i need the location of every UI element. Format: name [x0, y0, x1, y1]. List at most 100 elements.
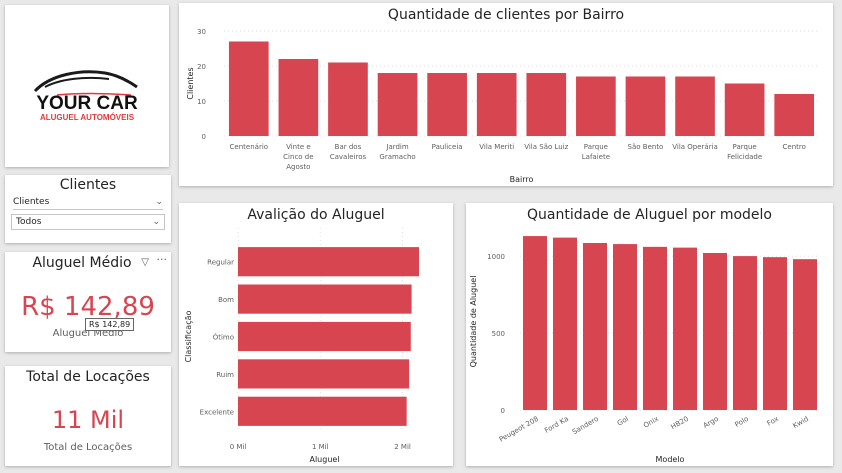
bar — [523, 236, 547, 410]
x-tick-label: Agosto — [286, 163, 310, 171]
x-tick-label: Pauliceia — [432, 143, 463, 151]
chart-title: Avalição do Aluguel — [247, 207, 385, 223]
bar — [724, 83, 765, 136]
x-tick-label: Bar dos — [335, 143, 362, 151]
x-tick-label: Gramacho — [379, 153, 415, 161]
x-tick-label: HB20 — [670, 415, 690, 431]
clientes-por-bairro-plot: 0 10 20 30 Centenário Vinte e Cinco de Agosto Ba… — [186, 28, 819, 184]
bar — [238, 359, 410, 389]
slicer-field-label: Clientes — [13, 197, 50, 207]
x-tick-label: Polo — [733, 415, 750, 429]
bar — [526, 73, 567, 136]
kpi-aluguel-medio-card: Aluguel Médio ▽ ··· R$ 142,89 Aluguel Mé… — [5, 252, 171, 352]
x-tick-label: Centenário — [230, 143, 269, 151]
x-tick-label: Cavaleiros — [330, 153, 367, 161]
x-tick-label: Gol — [616, 415, 630, 428]
x-axis-title: Modelo — [656, 455, 685, 464]
x-tick-label: Fox — [766, 415, 780, 428]
x-tick-label: Ford Ka — [543, 415, 570, 435]
y-tick-label: 0 — [202, 133, 206, 141]
slicer-field-dropdown[interactable]: Clientes ⌄ — [13, 195, 163, 210]
x-tick-label: Parque — [584, 143, 608, 151]
y-tick-label: 10 — [197, 98, 206, 106]
y-tick-label: Excelente — [200, 408, 234, 416]
bar — [427, 73, 467, 136]
x-tick-label: Cinco de — [283, 153, 313, 161]
y-axis-title: Classificação — [184, 310, 193, 362]
chart-title: Quantidade de Aluguel por modelo — [527, 207, 772, 223]
y-tick-label: Ruim — [216, 371, 234, 379]
bar — [793, 259, 817, 410]
y-tick-label: Regular — [207, 259, 234, 267]
bar — [733, 256, 757, 410]
y-tick-label: 1000 — [487, 253, 505, 261]
clientes-por-bairro-chart: Quantidade de clientes por Bairro 0 10 20 3… — [179, 3, 833, 186]
bar — [238, 396, 407, 426]
y-tick-label: Ótimo — [213, 333, 234, 342]
slicer-title: Clientes — [59, 177, 117, 193]
x-tick-label: Argo — [702, 415, 720, 430]
bar — [774, 94, 815, 136]
clientes-slicer: Clientes Clientes ⌄ Todos ⌄ — [5, 175, 171, 243]
x-tick-label: Sandero — [571, 415, 600, 436]
chevron-down-icon[interactable]: ⌄ — [155, 197, 163, 207]
bar — [377, 73, 418, 136]
y-tick-label: Bom — [218, 296, 234, 304]
x-tick-label: Peugeot 208 — [498, 415, 540, 444]
kpi-total-value: 11 Mil — [51, 406, 125, 434]
x-tick-label: Kwid — [792, 415, 810, 430]
slicer-value-dropdown[interactable]: Todos ⌄ — [11, 214, 165, 230]
x-tick-label: Lafaiete — [582, 153, 610, 161]
kpi-avg-label: Aluguel Médio — [52, 328, 124, 339]
chevron-down-icon[interactable]: ⌄ — [152, 217, 160, 227]
filter-icon[interactable]: ▽ — [141, 257, 149, 268]
bar — [643, 246, 667, 410]
x-tick-label: Centro — [783, 143, 806, 151]
x-axis-title: Bairro — [510, 175, 534, 184]
bar — [613, 244, 637, 410]
tooltip: R$ 142,89 — [85, 318, 135, 331]
y-tick-label: 0 — [501, 407, 505, 415]
x-tick-label: Jardim — [385, 143, 408, 151]
bar — [228, 41, 269, 136]
bar — [673, 247, 697, 410]
bar — [238, 284, 412, 314]
x-tick-label: 0 Mil — [230, 443, 247, 451]
aluguel-por-modelo-plot: 0 500 1000 Peugeot 208 Ford Ka Sandero Gol Onix… — [469, 236, 820, 464]
avaliacao-aluguel-plot: 0 Mil 1 Mil 2 Mil Regular Bom Ótimo Ruim Excele… — [184, 228, 419, 464]
x-tick-label: Vila São Luiz — [524, 143, 568, 151]
bar — [703, 253, 727, 410]
x-axis-title: Aluguel — [309, 455, 339, 464]
bar — [675, 76, 715, 136]
bar — [238, 247, 419, 277]
car-logo-icon — [33, 70, 138, 96]
bar — [576, 76, 616, 136]
kpi-avg-value: R$ 142,89 — [21, 292, 155, 322]
bar — [328, 62, 368, 136]
kpi-total-locacoes-card: Total de Locações 11 Mil Total de Locaçõ… — [5, 366, 171, 466]
x-tick-label: Vila Meriti — [479, 143, 514, 151]
kpi-total-label: Total de Locações — [43, 442, 133, 453]
more-options-icon[interactable]: ··· — [156, 253, 168, 266]
x-tick-label: São Bento — [628, 143, 664, 151]
y-tick-label: 500 — [492, 330, 505, 338]
y-axis-title: Clientes — [186, 67, 195, 99]
x-tick-label: Parque — [733, 143, 757, 151]
x-tick-label: Vila Operária — [672, 143, 718, 151]
x-tick-label: Onix — [642, 415, 660, 430]
kpi-avg-title: Aluguel Médio — [32, 255, 132, 271]
y-tick-label: 20 — [197, 63, 206, 71]
x-tick-label: Felicidade — [727, 153, 762, 161]
slicer-value-label: Todos — [16, 217, 42, 227]
x-tick-label: Vinte e — [286, 143, 311, 151]
brand-name: YOUR CAR — [36, 93, 138, 114]
bar — [763, 257, 787, 410]
aluguel-por-modelo-chart: Quantidade de Aluguel por modelo 0 500 100… — [466, 203, 833, 466]
bar — [583, 243, 607, 410]
bar — [476, 73, 517, 136]
bar — [553, 237, 577, 410]
bar — [278, 59, 319, 136]
avaliacao-aluguel-chart: Avalição do Aluguel 0 Mil 1 Mil 2 Mil Regul… — [179, 203, 453, 466]
kpi-total-title: Total de Locações — [26, 369, 150, 385]
chart-title: Quantidade de clientes por Bairro — [387, 7, 625, 23]
